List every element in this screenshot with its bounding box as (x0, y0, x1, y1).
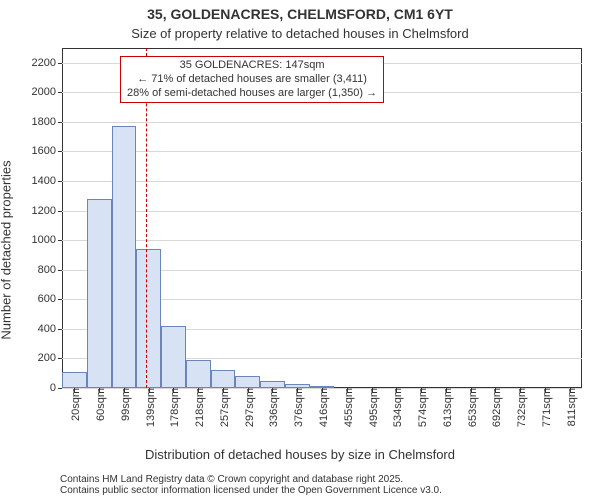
x-tick-label: 218sqm (190, 388, 206, 427)
y-tick-label: 0 (50, 382, 62, 394)
grid-line (62, 211, 582, 212)
annotation-line: ← 71% of detached houses are smaller (3,… (127, 73, 377, 87)
histogram-bar (62, 372, 87, 388)
chart-title: 35, GOLDENACRES, CHELMSFORD, CM1 6YT (0, 6, 600, 22)
x-tick-label: 771sqm (537, 388, 553, 427)
x-tick-label: 139sqm (141, 388, 157, 427)
x-tick-label: 495sqm (364, 388, 380, 427)
plot-area: 0200400600800100012001400160018002000220… (62, 48, 582, 388)
annotation-line: 35 GOLDENACRES: 147sqm (127, 59, 377, 73)
x-tick-label: 811sqm (562, 388, 578, 426)
copyright-text: Contains HM Land Registry data © Crown c… (60, 474, 580, 496)
x-tick-label: 257sqm (215, 388, 231, 427)
x-tick-label: 692sqm (487, 388, 503, 427)
grid-line (62, 122, 582, 123)
histogram-bar (186, 360, 211, 388)
histogram-bar (161, 326, 186, 388)
histogram-bar (211, 370, 236, 388)
x-tick-label: 613sqm (438, 388, 454, 427)
x-tick-label: 20sqm (66, 388, 82, 421)
y-tick-label: 1600 (32, 145, 62, 157)
annotation-line: 28% of semi-detached houses are larger (… (127, 87, 377, 101)
histogram-bar (235, 376, 260, 388)
x-tick-label: 297sqm (240, 388, 256, 427)
x-tick-label: 455sqm (339, 388, 355, 427)
x-tick-label: 416sqm (314, 388, 330, 427)
x-tick-label: 653sqm (463, 388, 479, 427)
y-tick-label: 600 (38, 293, 62, 305)
chart-subtitle: Size of property relative to detached ho… (0, 26, 600, 41)
x-tick-label: 732sqm (512, 388, 528, 427)
x-tick-label: 336sqm (264, 388, 280, 427)
x-axis-label: Distribution of detached houses by size … (0, 447, 600, 462)
x-tick-label: 574sqm (413, 388, 429, 427)
x-tick-label: 534sqm (388, 388, 404, 427)
y-tick-label: 2000 (32, 86, 62, 98)
annotation-box: 35 GOLDENACRES: 147sqm← 71% of detached … (120, 56, 384, 103)
y-tick-label: 200 (38, 352, 62, 364)
histogram-bar (260, 381, 285, 388)
histogram-bar (112, 126, 137, 388)
x-tick-label: 178sqm (165, 388, 181, 427)
y-tick-label: 1200 (32, 205, 62, 217)
y-tick-label: 800 (38, 264, 62, 276)
x-tick-label: 99sqm (116, 388, 132, 421)
y-tick-label: 400 (38, 323, 62, 335)
chart-root: 35, GOLDENACRES, CHELMSFORD, CM1 6YT Siz… (0, 0, 600, 500)
y-tick-label: 2200 (32, 57, 62, 69)
y-tick-label: 1000 (32, 234, 62, 246)
copyright-line: Contains HM Land Registry data © Crown c… (60, 474, 580, 485)
y-tick-label: 1400 (32, 175, 62, 187)
x-tick-label: 60sqm (91, 388, 107, 421)
grid-line (62, 240, 582, 241)
copyright-line: Contains public sector information licen… (60, 485, 580, 496)
y-axis-label: Number of detached properties (0, 160, 14, 339)
histogram-bar (136, 249, 161, 388)
grid-line (62, 181, 582, 182)
y-tick-label: 1800 (32, 116, 62, 128)
grid-line (62, 151, 582, 152)
x-tick-label: 376sqm (289, 388, 305, 427)
histogram-bar (87, 199, 112, 388)
